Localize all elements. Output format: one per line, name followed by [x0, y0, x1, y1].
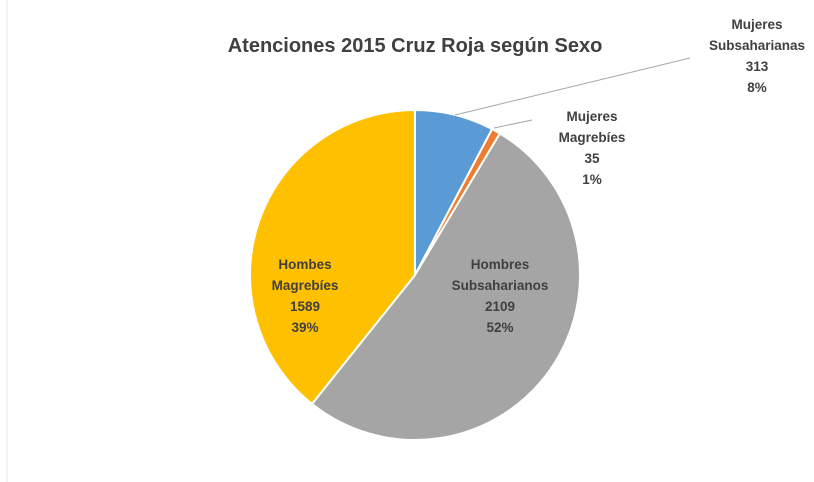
data-label: Mujeres Subsaharianas 313 8% [705, 14, 809, 98]
chart-title: Atenciones 2015 Cruz Roja según Sexo [228, 35, 603, 57]
leader-line [454, 57, 691, 116]
pie-slice [249, 108, 416, 406]
label-value: 35 [584, 151, 600, 166]
label-name: Hombres Subsaharianos [451, 257, 549, 293]
label-percent: 1% [582, 172, 602, 187]
data-label: Mujeres Magrebíes 35 1% [540, 106, 644, 190]
data-label: Hombres Subsaharianos 2109 52% [448, 254, 552, 338]
label-value: 2109 [484, 299, 516, 314]
pie-slice [310, 132, 582, 441]
label-value: 313 [745, 59, 769, 74]
label-name: Mujeres Subsaharianas [708, 17, 806, 53]
label-percent: 39% [291, 320, 319, 335]
label-percent: 8% [747, 80, 767, 95]
label-percent: 52% [486, 320, 514, 335]
label-name: Hombes Magrebíes [271, 257, 339, 293]
label-value: 1589 [289, 299, 321, 314]
label-name: Mujeres Magrebíes [558, 109, 626, 145]
leader-line [493, 119, 533, 129]
data-label: Hombes Magrebíes 1589 39% [253, 254, 357, 338]
